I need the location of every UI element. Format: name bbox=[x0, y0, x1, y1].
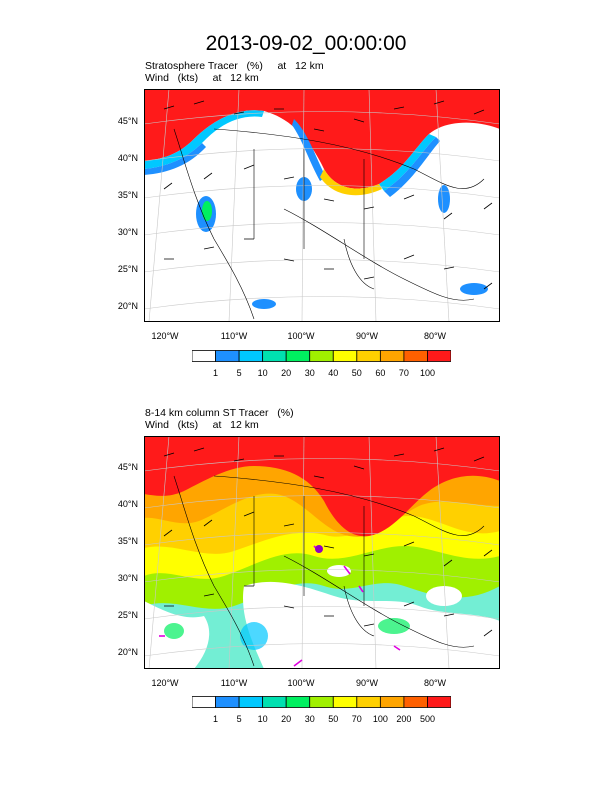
colorbar-box bbox=[356, 350, 381, 362]
panel2-tracer-field bbox=[144, 436, 500, 537]
colorbar-box bbox=[285, 350, 311, 362]
colorbar-box bbox=[215, 350, 240, 362]
panel1-lon-label: 90°W bbox=[355, 331, 379, 341]
colorbar-box bbox=[356, 696, 381, 708]
colorbar-label: 5 bbox=[236, 714, 242, 724]
panel2-lat-label: 20°N bbox=[117, 647, 138, 657]
panel2-lat-label: 40°N bbox=[117, 499, 138, 509]
panel1-lat-label: 45°N bbox=[117, 116, 138, 126]
colorbar-label: 10 bbox=[257, 714, 268, 724]
colorbar-box bbox=[238, 696, 264, 708]
panel2-lat-label: 35°N bbox=[117, 536, 138, 546]
colorbar-label: 100 bbox=[419, 368, 435, 378]
colorbar-label: 1 bbox=[213, 714, 219, 724]
colorbar-label: 70 bbox=[351, 714, 362, 724]
panel2-lat-label: 30°N bbox=[117, 573, 138, 583]
colorbar-box bbox=[238, 350, 264, 362]
colorbar-label: 70 bbox=[398, 368, 409, 378]
colorbar-box bbox=[309, 696, 334, 708]
colorbar-label: 200 bbox=[396, 714, 412, 724]
colorbar-box bbox=[192, 696, 216, 708]
panel1-lat-label: 25°N bbox=[117, 264, 138, 274]
colorbar-box bbox=[403, 696, 428, 708]
plot-title: 2013-09-02_00:00:00 bbox=[205, 32, 407, 55]
colorbar-label: 30 bbox=[304, 368, 315, 378]
panel2-lat-label: 45°N bbox=[117, 462, 138, 472]
panel1-lon-label: 110°W bbox=[220, 331, 248, 341]
colorbar-label: 10 bbox=[257, 368, 268, 378]
colorbar-label: 20 bbox=[281, 368, 292, 378]
panel1-subtitle-tracer: Stratosphere Tracer (%) at 12 km bbox=[145, 60, 324, 72]
panel1-tracer-field bbox=[144, 89, 500, 189]
panel1-lon-label: 100°W bbox=[287, 331, 315, 341]
colorbar-label: 500 bbox=[419, 714, 435, 724]
panel2-map bbox=[144, 436, 500, 669]
panel1-lat-label: 20°N bbox=[117, 301, 138, 311]
panel2-subtitle-tracer: 8-14 km column ST Tracer (%) bbox=[145, 407, 294, 419]
panel2-lon-label: 120°W bbox=[151, 678, 179, 688]
colorbar-label: 50 bbox=[328, 714, 339, 724]
colorbar-label: 30 bbox=[304, 714, 315, 724]
colorbar-box bbox=[215, 696, 240, 708]
panel1-lat-label: 30°N bbox=[117, 227, 138, 237]
panel1-subtitle-wind: Wind (kts) at 12 km bbox=[145, 72, 259, 84]
panel1-map bbox=[144, 89, 500, 322]
panel2-lat-label: 25°N bbox=[117, 610, 138, 620]
colorbar-box bbox=[379, 350, 405, 362]
colorbar-label: 1 bbox=[213, 368, 219, 378]
panel2-lon-label: 90°W bbox=[355, 678, 379, 688]
panel2-lon-label: 80°W bbox=[423, 678, 447, 688]
colorbar-box bbox=[332, 350, 358, 362]
colorbar-label: 5 bbox=[236, 368, 242, 378]
panel2-lon-label: 100°W bbox=[287, 678, 315, 688]
panel2-subtitle-wind: Wind (kts) at 12 km bbox=[145, 419, 259, 431]
colorbar-box bbox=[427, 350, 451, 362]
panel2-lon-label: 110°W bbox=[220, 678, 248, 688]
colorbar-box bbox=[285, 696, 311, 708]
colorbar-box bbox=[262, 350, 287, 362]
colorbar-label: 20 bbox=[281, 714, 292, 724]
colorbar-label: 50 bbox=[351, 368, 362, 378]
panel1-lon-label: 80°W bbox=[423, 331, 447, 341]
colorbar-box bbox=[379, 696, 405, 708]
panel1-colorbar bbox=[192, 350, 451, 362]
panel1-lat-label: 35°N bbox=[117, 190, 138, 200]
colorbar-label: 40 bbox=[328, 368, 339, 378]
colorbar-box bbox=[309, 350, 334, 362]
panel2-colorbar bbox=[192, 696, 451, 708]
colorbar-box bbox=[192, 350, 216, 362]
colorbar-box bbox=[403, 350, 428, 362]
colorbar-box bbox=[427, 696, 451, 708]
colorbar-label: 60 bbox=[375, 368, 386, 378]
panel1-lon-label: 120°W bbox=[151, 331, 179, 341]
colorbar-box bbox=[262, 696, 287, 708]
colorbar-box bbox=[332, 696, 358, 708]
colorbar-label: 100 bbox=[372, 714, 388, 724]
panel1-lat-label: 40°N bbox=[117, 153, 138, 163]
